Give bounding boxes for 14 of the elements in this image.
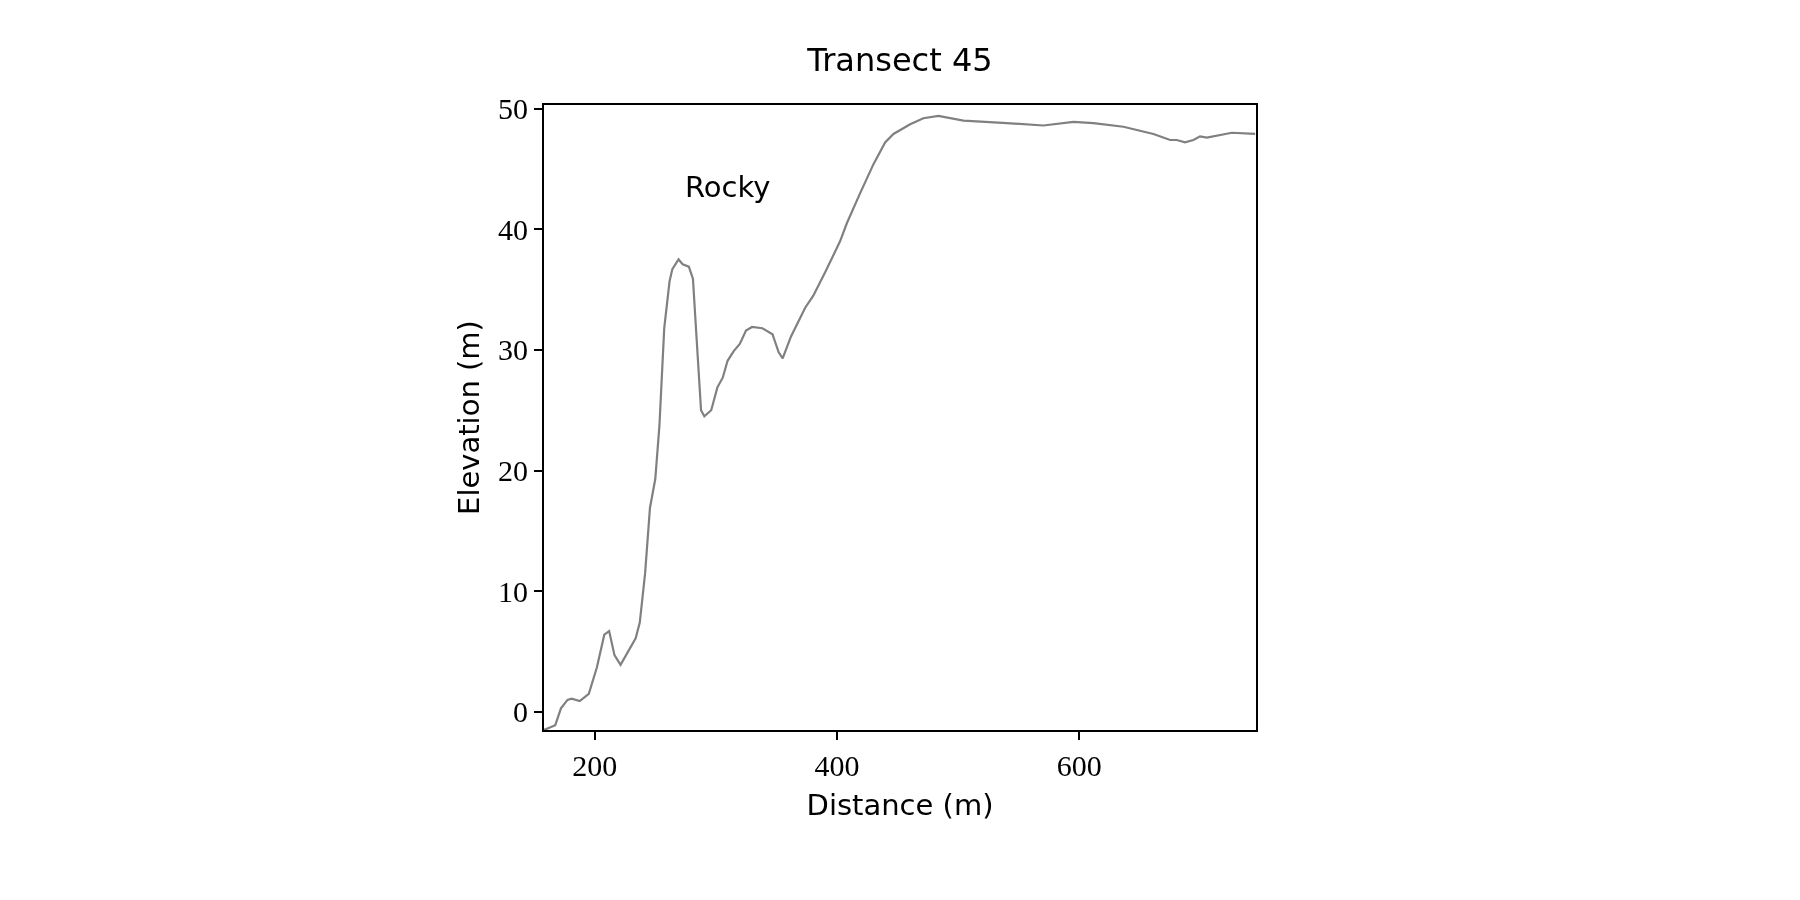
line-series [544,114,1256,730]
annotation: Rocky [685,170,771,204]
y-tick-label: 0 [513,695,528,729]
x-tick-label: 200 [572,749,618,782]
y-tick-label: 50 [498,92,528,126]
chart-title: Transect 45 [806,41,993,80]
x-tick-label: 600 [1056,749,1102,782]
x-tick-label: 400 [814,749,860,782]
y-tick-label: 40 [498,212,528,246]
y-axis-title: Elevation (m) [451,320,486,515]
x-axis-title: Distance (m) [806,788,994,823]
y-tick-label: 20 [498,454,528,488]
y-tick-label: 30 [498,333,528,367]
y-tick-label: 10 [498,574,528,608]
